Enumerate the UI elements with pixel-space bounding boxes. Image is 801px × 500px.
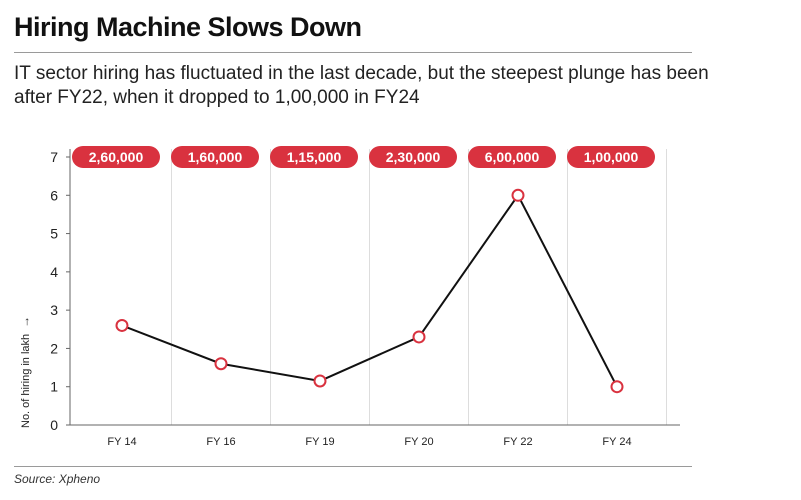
data-label: 1,60,000 — [188, 149, 243, 165]
y-tick-label: 7 — [50, 149, 58, 165]
data-point — [412, 330, 426, 344]
series-line — [121, 193, 618, 388]
data-label-pill — [270, 146, 358, 168]
data-label-pill — [171, 146, 259, 168]
footer-divider — [14, 466, 692, 467]
data-label: 2,30,000 — [386, 149, 441, 165]
x-tick-label: FY 24 — [602, 436, 631, 448]
x-tick-label: FY 22 — [503, 436, 532, 448]
chart-subtitle: IT sector hiring has fluctuated in the l… — [14, 63, 709, 108]
y-tick-label: 5 — [50, 226, 58, 242]
y-tick-label: 4 — [50, 264, 58, 280]
data-label: 2,60,000 — [89, 149, 144, 165]
y-axis-label-text: No. of hiring in lakh — [20, 333, 32, 428]
y-tick-label: 0 — [50, 417, 58, 433]
data-label: 1,00,000 — [584, 149, 639, 165]
x-tick-label: FY 20 — [404, 436, 433, 448]
y-tick-label: 6 — [50, 187, 58, 203]
source-note: Source: Xpheno — [14, 472, 101, 486]
data-point — [511, 188, 525, 202]
y-tick-label: 2 — [50, 340, 58, 356]
data-point — [313, 374, 327, 388]
data-point — [115, 318, 129, 332]
data-point — [214, 357, 228, 371]
y-tick-label: 3 — [50, 302, 58, 318]
x-tick-label: FY 16 — [206, 436, 235, 448]
data-label-pill — [369, 146, 457, 168]
title-divider — [14, 52, 692, 53]
data-label: 6,00,000 — [485, 149, 540, 165]
y-tick-label: 1 — [50, 379, 58, 395]
data-label: 1,15,000 — [287, 149, 342, 165]
y-axis-label: No. of hiring in lakh → — [18, 316, 32, 428]
data-label-pill — [72, 146, 160, 168]
data-point — [610, 380, 624, 394]
arrow-right-icon: → — [18, 315, 32, 328]
data-label-pill — [468, 146, 556, 168]
x-tick-label: FY 19 — [305, 436, 334, 448]
chart-title: Hiring Machine Slows Down — [14, 12, 362, 42]
data-label-pill — [567, 146, 655, 168]
x-tick-label: FY 14 — [107, 436, 136, 448]
